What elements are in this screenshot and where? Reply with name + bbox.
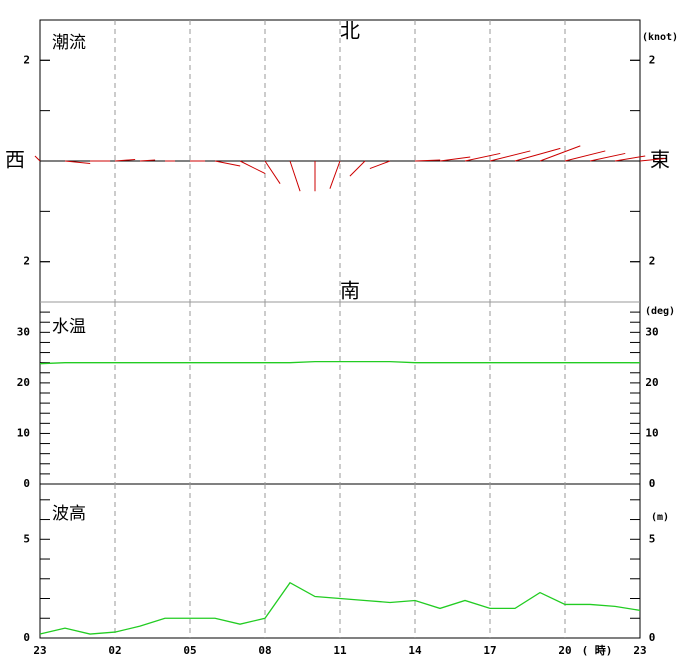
- x-tick-label: 23: [633, 644, 646, 657]
- x-tick-label: 05: [183, 644, 196, 657]
- current-vector: [139, 159, 156, 162]
- y-tick-label: 5: [23, 532, 30, 545]
- y-tick-label: 0: [649, 477, 656, 490]
- unit-label: (knot): [642, 32, 678, 43]
- panel-title: 波高: [52, 504, 86, 524]
- current-vector: [349, 160, 366, 177]
- current-vector: [369, 160, 391, 170]
- panel-title: 潮流: [52, 33, 86, 53]
- west-label: 西: [5, 148, 25, 172]
- current-vector: [589, 152, 626, 162]
- current-vector: [539, 145, 581, 162]
- x-tick-label: 14: [408, 644, 422, 657]
- y-tick-label: 10: [17, 426, 30, 439]
- y-tick-label: 0: [23, 477, 30, 490]
- current-vector: [34, 155, 41, 162]
- data-line: [39, 581, 641, 635]
- panel-title: 水温: [52, 317, 86, 337]
- x-tick-label: 17: [483, 644, 496, 657]
- data-line: [39, 361, 640, 365]
- current-vector: [639, 157, 666, 162]
- current-vector: [239, 160, 266, 175]
- current-vector: [329, 160, 341, 189]
- x-tick-label: 23: [33, 644, 46, 657]
- y-tick-label: 2: [649, 255, 656, 268]
- north-label: 北: [340, 19, 360, 43]
- current-vector: [464, 152, 501, 162]
- current-vector: [289, 160, 301, 192]
- unit-label: (m): [651, 512, 669, 523]
- current-vector: [114, 158, 136, 162]
- south-label: 南: [340, 279, 360, 303]
- y-tick-label: 2: [649, 53, 656, 66]
- current-vector: [264, 160, 281, 184]
- y-tick-label: 2: [23, 53, 30, 66]
- x-tick-label: 20: [558, 644, 571, 657]
- y-tick-label: 0: [23, 631, 30, 644]
- y-tick-label: 10: [645, 426, 658, 439]
- y-tick-label: 2: [23, 255, 30, 268]
- current-vector: [614, 155, 646, 162]
- current-vector: [489, 150, 531, 162]
- y-tick-label: 20: [17, 376, 30, 389]
- y-tick-label: 5: [649, 532, 656, 545]
- current-vector: [64, 160, 91, 165]
- x-tick-label: 02: [108, 644, 121, 657]
- current-vector: [514, 147, 561, 162]
- y-tick-label: 30: [17, 325, 30, 338]
- y-tick-label: 30: [645, 325, 658, 338]
- current-vector: [414, 159, 441, 162]
- current-vector: [439, 156, 471, 162]
- current-vector: [214, 160, 241, 167]
- unit-label: (deg): [645, 306, 675, 317]
- y-tick-label: 0: [649, 631, 656, 644]
- x-axis-label: ( 時): [582, 643, 613, 657]
- current-vector: [564, 150, 606, 162]
- x-tick-label: 08: [258, 644, 271, 657]
- x-tick-label: 11: [333, 644, 347, 657]
- y-tick-label: 20: [645, 376, 658, 389]
